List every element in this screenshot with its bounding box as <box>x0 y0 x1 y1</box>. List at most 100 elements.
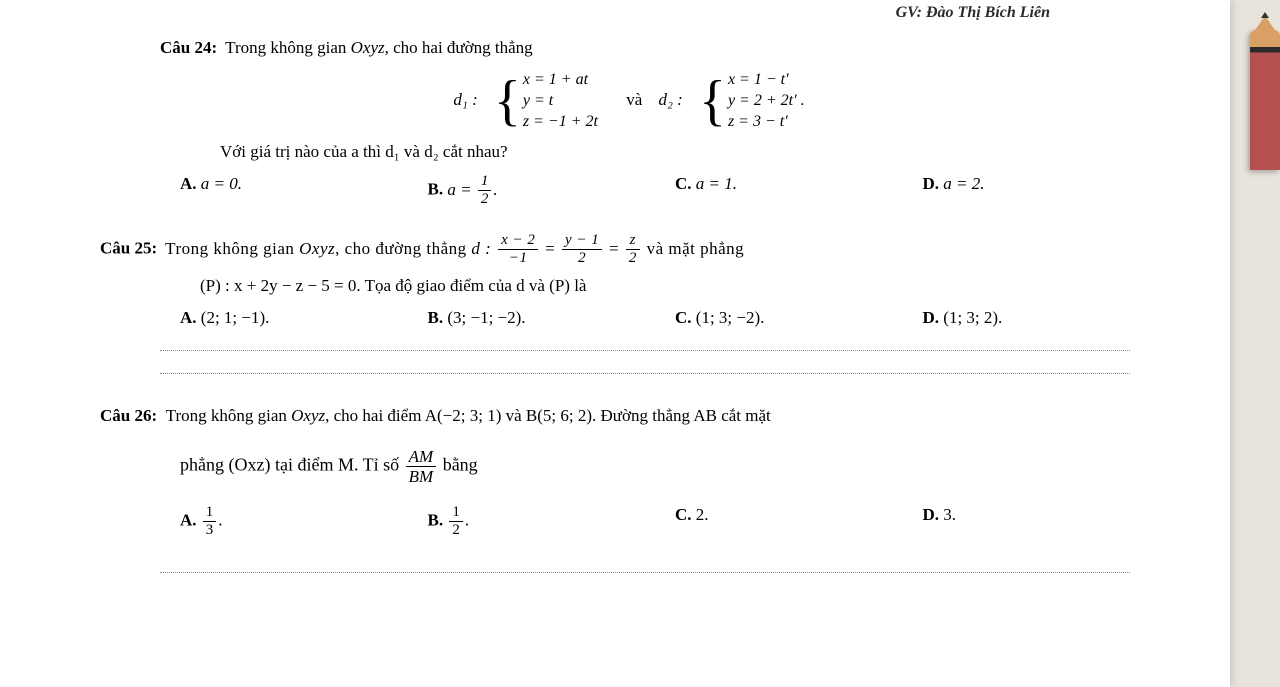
q24-va: và <box>626 90 642 109</box>
frac-den: 2 <box>626 250 640 266</box>
q24-subline: Với giá trị nào của a thì d₁ và d₂ cắt n… <box>220 142 1170 162</box>
q24-equations: d₁ : { x = 1 + at y = t z = −1 + 2t và d… <box>100 70 1170 132</box>
q24-d1-l1: x = 1 + at <box>523 70 598 91</box>
q26-l2b: bằng <box>443 455 478 475</box>
opt-label: B. <box>428 180 444 199</box>
frac-den: 2 <box>478 191 492 207</box>
opt-text: a = 12. <box>447 180 497 199</box>
opt-label: D. <box>923 308 940 327</box>
frac-num: x − 2 <box>498 233 538 250</box>
q26-oxyz: Oxyz <box>291 406 325 425</box>
q24-oxyz: Oxyz <box>351 38 385 57</box>
frac-num: z <box>626 233 640 250</box>
q24-d2-l2: y = 2 + 2t′ . <box>728 91 805 112</box>
q26-options: A. 13. B. 12. C. 2. D. 3. <box>180 505 1170 538</box>
q24-d1-l3: z = −1 + 2t <box>523 112 598 133</box>
q26-option-d: D. 3. <box>923 505 1171 538</box>
q25-options: A. (2; 1; −1). B. (3; −1; −2). C. (1; 3;… <box>180 308 1170 328</box>
opt-text: (3; −1; −2). <box>447 308 525 327</box>
q24-d1-l2: y = t <box>523 91 598 112</box>
q25-text: Trong không gian Oxyz, cho đường thẳng d… <box>165 239 744 258</box>
exam-page: GV: Đào Thị Bích Liên Câu 24: Trong khôn… <box>0 0 1230 687</box>
opt-label: B. <box>428 510 444 529</box>
q24-d2-l1: x = 1 − t′ <box>728 70 805 91</box>
q26-option-b: B. 12. <box>428 505 676 538</box>
opt-pre: a = <box>447 180 475 199</box>
dotted-line <box>160 350 1130 351</box>
opt-text: a = 0. <box>201 174 242 193</box>
opt-label: C. <box>675 505 692 524</box>
q25-t1: Trong không gian <box>165 239 299 258</box>
opt-text: (2; 1; −1). <box>201 308 270 327</box>
opt-label: C. <box>675 174 692 193</box>
frac-den: 2 <box>562 250 602 266</box>
opt-text: (1; 3; −2). <box>696 308 765 327</box>
q25-t2: , cho đường thẳng <box>335 239 471 258</box>
q24-option-a: A. a = 0. <box>180 174 428 207</box>
q26-label: Câu 26: <box>100 406 157 425</box>
frac-den: 3 <box>203 522 217 538</box>
frac-num: 1 <box>449 505 463 522</box>
q24-d2-l3: z = 3 − t′ <box>728 112 805 133</box>
frac-den: −1 <box>498 250 538 266</box>
q26-t1: Trong không gian <box>166 406 291 425</box>
q26-option-c: C. 2. <box>675 505 923 538</box>
q24-d1-prefix: d₁ : <box>453 90 477 109</box>
opt-label: D. <box>923 505 940 524</box>
frac-num: 1 <box>478 174 492 191</box>
eq: = <box>540 239 560 258</box>
q26-text: Trong không gian Oxyz, cho hai điểm A(−2… <box>166 406 771 425</box>
q25-option-d: D. (1; 3; 2). <box>923 308 1171 328</box>
q25-option-a: A. (2; 1; −1). <box>180 308 428 328</box>
q25-option-b: B. (3; −1; −2). <box>428 308 676 328</box>
q25-oxyz: Oxyz <box>299 239 335 258</box>
opt-label: D. <box>923 174 940 193</box>
question-26: Câu 26: Trong không gian Oxyz, cho hai đ… <box>100 396 1170 573</box>
opt-label: A. <box>180 174 197 193</box>
opt-post: . <box>218 510 222 529</box>
opt-text: a = 1. <box>696 174 737 193</box>
q24-d2-prefix: d₂ : <box>658 90 682 109</box>
frac-num: 1 <box>203 505 217 522</box>
opt-label: C. <box>675 308 692 327</box>
brace-icon: { <box>699 76 726 126</box>
frac-num: AM <box>406 448 437 467</box>
frac-den: 2 <box>449 522 463 538</box>
q24-text1: Trong không gian <box>225 38 350 57</box>
pencil-object <box>1250 30 1280 170</box>
q24-d1-cases: { x = 1 + at y = t z = −1 + 2t <box>494 70 598 132</box>
opt-text: a = 2. <box>943 174 984 193</box>
opt-label: A. <box>180 510 197 529</box>
q25-t3: và mặt phẳng <box>647 239 745 258</box>
q24-options: A. a = 0. B. a = 12. C. a = 1. D. a = 2. <box>180 174 1170 207</box>
opt-text: 3. <box>943 505 956 524</box>
question-24: Câu 24: Trong không gian Oxyz, cho hai đ… <box>100 38 1170 207</box>
frac-den: BM <box>406 467 437 485</box>
dotted-line <box>160 572 1130 573</box>
question-25: Câu 25: Trong không gian Oxyz, cho đường… <box>100 233 1170 374</box>
q26-t2: , cho hai điểm A(−2; 3; 1) và B(5; 6; 2)… <box>325 406 771 425</box>
opt-label: B. <box>428 308 444 327</box>
q24-option-d: D. a = 2. <box>923 174 1171 207</box>
q26-line2: phẳng (Oxz) tại điểm M. Tỉ số AMBM bằng <box>180 448 1170 485</box>
author-name: GV: Đào Thị Bích Liên <box>896 4 1050 22</box>
dotted-line <box>160 373 1130 374</box>
q26-option-a: A. 13. <box>180 505 428 538</box>
q24-option-b: B. a = 12. <box>428 174 676 207</box>
opt-text: 2. <box>696 505 709 524</box>
opt-text: (1; 3; 2). <box>943 308 1002 327</box>
eq: = <box>604 239 624 258</box>
q25-label: Câu 25: <box>100 239 157 258</box>
opt-post: . <box>465 510 469 529</box>
q24-text2: , cho hai đường thẳng <box>385 38 533 57</box>
opt-post: . <box>493 180 497 199</box>
q24-option-c: C. a = 1. <box>675 174 923 207</box>
frac-num: y − 1 <box>562 233 602 250</box>
opt-label: A. <box>180 308 197 327</box>
q25-d: d : <box>471 239 491 258</box>
brace-icon: { <box>494 76 521 126</box>
q25-option-c: C. (1; 3; −2). <box>675 308 923 328</box>
q24-text: Trong không gian Oxyz, cho hai đường thẳ… <box>225 38 533 57</box>
q24-label: Câu 24: <box>160 38 217 57</box>
q26-l2a: phẳng (Oxz) tại điểm M. Tỉ số <box>180 455 404 475</box>
